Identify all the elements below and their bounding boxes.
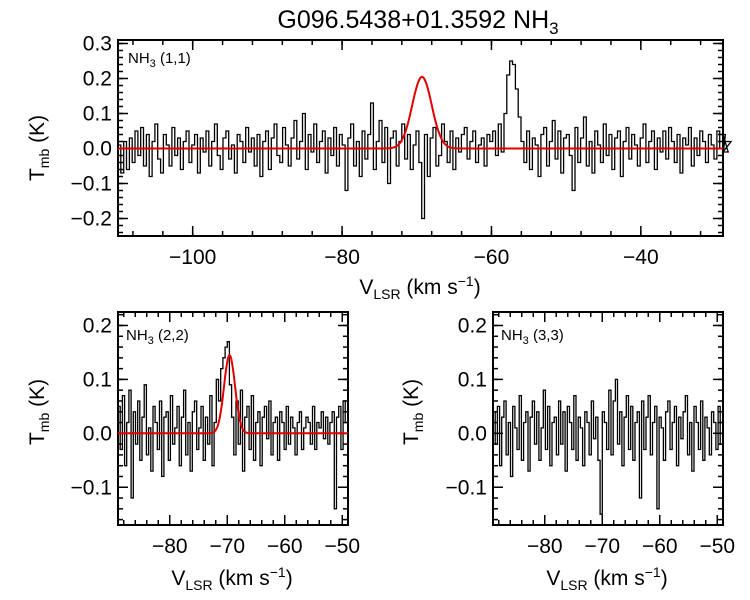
y-tick-label: 0.0 [83, 138, 112, 161]
y-tick-label: 0.2 [83, 314, 112, 337]
x-tick-label: −70 [209, 535, 245, 558]
panel-3-x-axis-label: VLSR (km s−1) [546, 564, 667, 593]
figure-title: G096.5438+01.3592 NH3 [277, 6, 558, 38]
x-tick-label: −40 [623, 246, 659, 269]
gaussian-fit-line [118, 75, 723, 150]
panel-1-label: NH3 (1,1) [128, 50, 191, 70]
y-tick-label: −0.2 [71, 208, 112, 231]
panel-2-marks [118, 341, 348, 510]
x-tick-label: −60 [474, 246, 510, 269]
panel-2-label: NH3 (2,2) [126, 327, 189, 347]
x-tick-label: −50 [699, 535, 735, 558]
x-tick-label: −80 [324, 246, 360, 269]
y-tick-label: 0.0 [458, 422, 487, 445]
observed-spectrum-line [493, 378, 723, 515]
observed-spectrum-line [118, 60, 733, 220]
y-tick-label: 0.0 [83, 422, 112, 445]
panel-3-marks [493, 378, 723, 515]
y-tick-label: −0.1 [71, 173, 112, 196]
y-tick-label: 0.1 [83, 103, 112, 126]
x-tick-label: −50 [324, 535, 360, 558]
x-tick-label: −80 [527, 535, 563, 558]
y-tick-label: −0.1 [71, 476, 112, 499]
y-tick-label: 0.1 [458, 368, 487, 391]
observed-spectrum-line [118, 341, 348, 510]
x-tick-label: −100 [169, 246, 216, 269]
panel-nh3-22: −80 −70 −60 −50 −0.1 0.0 0.1 0.2 NH3 (2,2) VLSR… [26, 311, 360, 593]
panel-1-y-axis-label: Tmb (K) [26, 115, 52, 181]
panel-3-y-axis-label: Tmb (K) [400, 379, 426, 445]
panel-2-y-axis-label: Tmb (K) [26, 379, 52, 445]
x-tick-label: −60 [642, 535, 678, 558]
x-tick-label: −70 [584, 535, 620, 558]
y-tick-label: 0.3 [83, 33, 112, 56]
panel-3-label: NH3 (3,3) [501, 327, 564, 347]
y-tick-label: −0.1 [446, 476, 487, 499]
panel-3-ticks: −80 −70 −60 −50 −0.1 0.0 0.1 0.2 [446, 312, 735, 558]
panel-nh3-33: −80 −70 −60 −50 −0.1 0.0 0.1 0.2 NH3 (3,3) VLSR… [400, 311, 735, 593]
panel-1-frame [117, 39, 724, 237]
y-tick-label: 0.1 [83, 368, 112, 391]
panel-3-frame [492, 311, 724, 526]
panel-nh3-11: −100 −80 −60 −40 −0.2 −0.1 0.0 0.1 0.2 0.3 NH3 (1… [26, 33, 733, 302]
panel-2-frame [117, 311, 349, 526]
gaussian-fit-line [118, 353, 348, 435]
x-tick-label: −60 [267, 535, 303, 558]
panel-2-x-axis-label: VLSR (km s−1) [171, 564, 292, 593]
panel-1-marks [118, 60, 733, 220]
panel-1-ticks: −100 −80 −60 −40 −0.2 −0.1 0.0 0.1 0.2 0.3 [71, 33, 723, 269]
panel-2-ticks: −80 −70 −60 −50 −0.1 0.0 0.1 0.2 [71, 312, 360, 558]
x-tick-label: −80 [152, 535, 188, 558]
y-tick-label: 0.2 [83, 68, 112, 91]
y-tick-label: 0.2 [458, 314, 487, 337]
panel-1-x-axis-label: VLSR (km s−1) [359, 273, 480, 302]
